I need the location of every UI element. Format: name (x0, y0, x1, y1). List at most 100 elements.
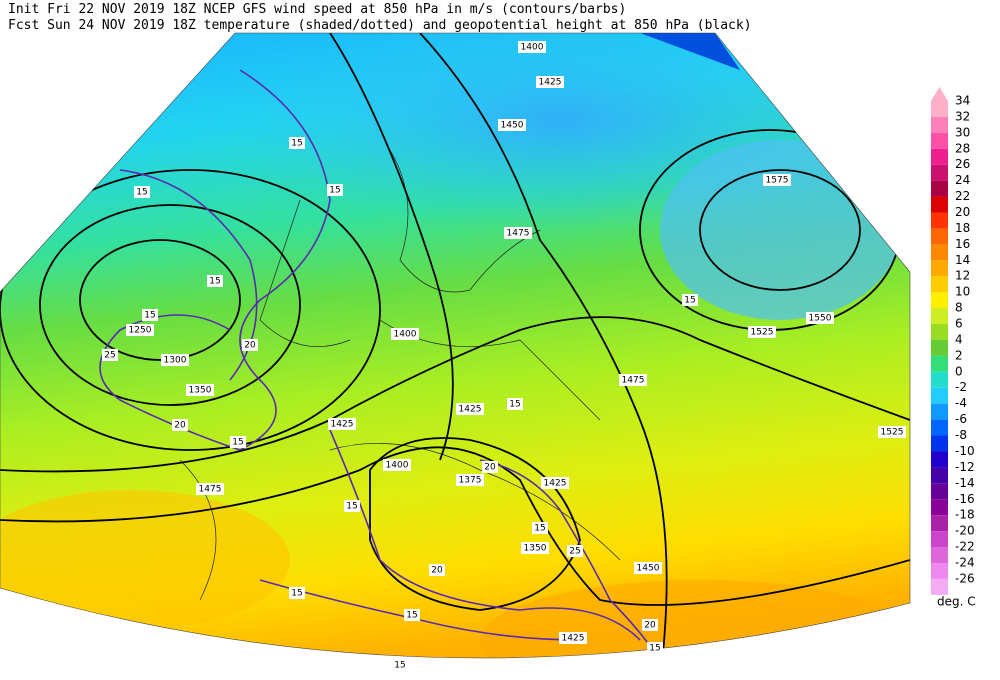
contour-label: 1575 (766, 176, 789, 186)
colorbar-label: -24 (955, 555, 975, 569)
colorbar-label: 8 (955, 301, 963, 315)
contour-label: 15 (232, 438, 243, 448)
label-box (521, 542, 549, 554)
contour-label: 1425 (459, 405, 482, 415)
contour-label: 1475 (199, 485, 222, 495)
contour-label: 15 (509, 400, 520, 410)
contour-label: 1350 (189, 386, 212, 396)
colorbar-label: 18 (955, 221, 970, 235)
label-box (392, 659, 408, 671)
contour-label: 1250 (129, 326, 152, 336)
colorbar-label: 14 (955, 253, 970, 267)
colorbar-label: -4 (955, 396, 967, 410)
contour-label: 1425 (562, 634, 585, 644)
contour-label: 1425 (539, 78, 562, 88)
colorbar-swatch (931, 339, 948, 356)
contour-label: 1450 (501, 121, 524, 131)
contour-label: 15 (291, 139, 302, 149)
colorbar-swatch (931, 499, 948, 516)
contour-label: 1425 (331, 420, 354, 430)
contour-label: 20 (174, 421, 186, 431)
contour-label: 20 (484, 463, 496, 473)
colorbar-label: 6 (955, 317, 963, 331)
colorbar-label: 20 (955, 205, 970, 219)
colorbar-swatch (931, 116, 948, 133)
contour-label: 1475 (622, 376, 645, 386)
colorbar-label: -26 (955, 571, 975, 585)
label-box (748, 326, 776, 338)
colorbar-swatch (931, 562, 948, 579)
label-box (498, 119, 526, 131)
colorbar-unit: deg. C (937, 595, 976, 609)
contour-label: 1475 (507, 229, 530, 239)
colorbar-swatch (931, 515, 948, 532)
contour-label: 15 (346, 502, 357, 512)
label-box (763, 174, 791, 186)
cold-area (660, 140, 900, 320)
contour-label: 15 (649, 644, 660, 654)
label-box (567, 545, 583, 557)
map-frame (0, 32, 911, 659)
contour-labels: 1400142514501575147515501525147514251425… (102, 41, 906, 671)
contour-label: 20 (244, 341, 256, 351)
colorbar-swatch (931, 244, 948, 261)
colorbar-swatch (931, 228, 948, 245)
colorbar-label: -18 (955, 508, 975, 522)
label-box (196, 483, 224, 495)
colorbar-swatch (931, 276, 948, 293)
label-box (289, 587, 305, 599)
label-box (456, 403, 484, 415)
contour-label: 1300 (164, 356, 187, 366)
colorbar-swatch (931, 164, 948, 181)
label-box (504, 227, 532, 239)
contour-label: 15 (394, 661, 405, 671)
warm-area (0, 490, 290, 630)
colorbar-label: 34 (955, 94, 970, 108)
label-box (186, 384, 214, 396)
label-box (642, 619, 658, 631)
header-line: Init Fri 22 NOV 2019 18Z NCEP GFS wind s… (8, 2, 626, 17)
colorbar-label: -6 (955, 412, 967, 426)
contour-label: 1525 (881, 428, 904, 438)
label-box (456, 474, 484, 486)
label-box (806, 312, 834, 324)
colorbar-label: 10 (955, 285, 970, 299)
colorbar: 3432302826242220181614121086420-2-4-6-8-… (931, 87, 975, 595)
colorbar-swatch (931, 308, 948, 325)
label-box (541, 477, 569, 489)
colorbar-swatch (931, 371, 948, 388)
colorbar-label: 16 (955, 237, 970, 251)
contour-label: 25 (569, 547, 580, 557)
label-box (126, 324, 154, 336)
colorbar-label: -14 (955, 476, 975, 490)
label-box (327, 184, 343, 196)
label-box (878, 426, 906, 438)
label-box (207, 275, 223, 287)
map (0, 33, 910, 658)
label-box (619, 374, 647, 386)
colorbar-swatch (931, 355, 948, 372)
colorbar-swatch (931, 292, 948, 309)
contour-label: 1350 (524, 544, 547, 554)
label-box (102, 349, 118, 361)
colorbar-swatch (931, 419, 948, 436)
contour-label: 1550 (809, 314, 832, 324)
contour-label: 1425 (544, 479, 567, 489)
colorbar-label: -12 (955, 460, 975, 474)
label-box (328, 418, 356, 430)
contour-label: 1400 (521, 43, 544, 53)
colorbar-label: 0 (955, 364, 963, 378)
colorbar-label: 12 (955, 269, 970, 283)
colorbar-swatch (931, 435, 948, 452)
label-box (344, 500, 360, 512)
colorbar-arrow (931, 87, 948, 101)
colorbar-swatch (931, 531, 948, 548)
cold-area (640, 33, 740, 70)
warm-area (480, 580, 910, 658)
colorbar-label: -20 (955, 524, 975, 538)
contour-label: 15 (329, 186, 340, 196)
colorbar-swatch (931, 483, 948, 500)
label-box (507, 398, 523, 410)
colorbar-label: -8 (955, 428, 967, 442)
colorbar-label: -10 (955, 444, 975, 458)
